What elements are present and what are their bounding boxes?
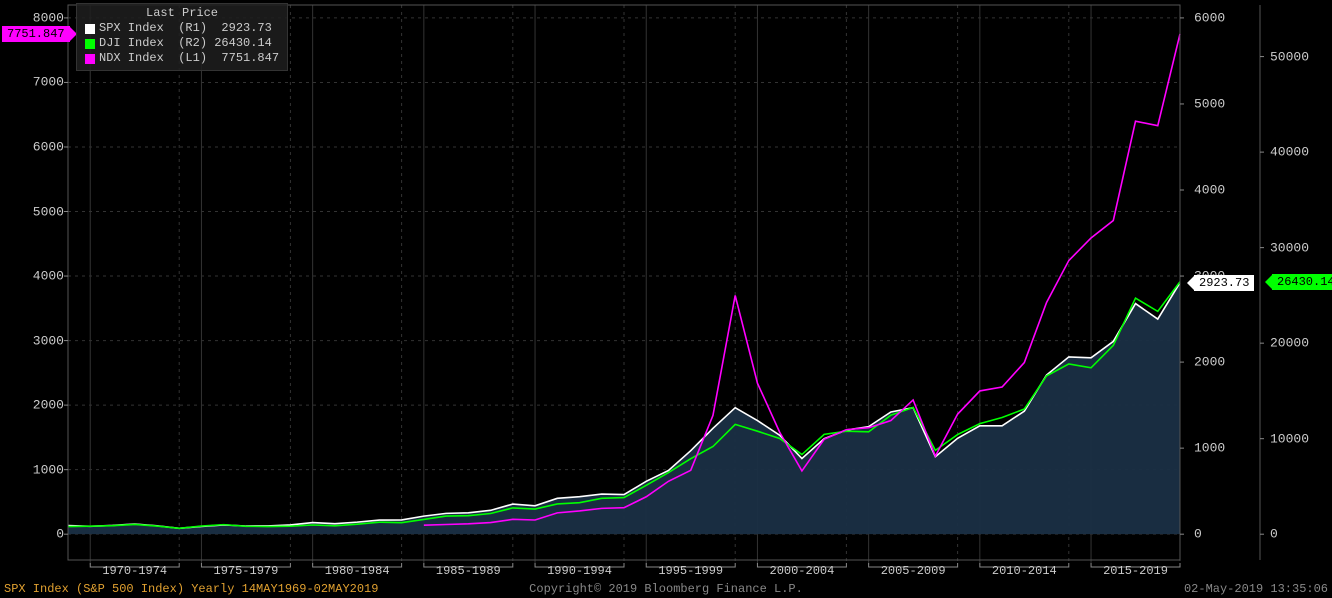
y-r2-tick: 40000: [1270, 145, 1309, 160]
legend-row-dji: DJI Index (R2) 26430.14: [85, 36, 279, 51]
y-r1-tick: 2000: [1194, 355, 1225, 370]
value-flag-dji: 26430.14: [1272, 274, 1332, 290]
legend-swatch-dji: [85, 39, 95, 49]
y-r1-tick: 0: [1194, 527, 1202, 542]
y-r2-tick: 10000: [1270, 431, 1309, 446]
legend-text-spx: SPX Index (R1) 2923.73: [99, 21, 272, 36]
legend-row-ndx: NDX Index (L1) 7751.847: [85, 51, 279, 66]
footer-center: Copyright© 2019 Bloomberg Finance L.P.: [529, 582, 803, 596]
y-left-tick: 5000: [33, 204, 64, 219]
x-tick-label: 2015-2019: [1103, 564, 1168, 578]
y-left-tick: 6000: [33, 139, 64, 154]
y-r2-tick: 0: [1270, 527, 1278, 542]
y-left-tick: 8000: [33, 10, 64, 25]
x-tick-label: 1975-1979: [214, 564, 279, 578]
legend-row-spx: SPX Index (R1) 2923.73: [85, 21, 279, 36]
x-tick-label: 1980-1984: [325, 564, 390, 578]
x-tick-label: 1990-1994: [547, 564, 612, 578]
y-left-tick: 1000: [33, 462, 64, 477]
x-tick-label: 1995-1999: [658, 564, 723, 578]
y-left-tick: 7000: [33, 75, 64, 90]
y-r2-tick: 50000: [1270, 49, 1309, 64]
y-left-tick: 0: [56, 527, 64, 542]
footer-right: 02-May-2019 13:35:06: [1184, 582, 1328, 596]
x-tick-label: 1970-1974: [102, 564, 167, 578]
legend-text-dji: DJI Index (R2) 26430.14: [99, 36, 272, 51]
value-flag-ndx: 7751.847: [2, 26, 70, 42]
legend-swatch-spx: [85, 24, 95, 34]
legend-box: Last Price SPX Index (R1) 2923.73 DJI In…: [76, 3, 288, 71]
y-r1-tick: 6000: [1194, 10, 1225, 25]
x-tick-label: 2005-2009: [881, 564, 946, 578]
legend-text-ndx: NDX Index (L1) 7751.847: [99, 51, 279, 66]
y-r1-tick: 5000: [1194, 96, 1225, 111]
y-r1-tick: 4000: [1194, 183, 1225, 198]
y-left-tick: 3000: [33, 333, 64, 348]
chart-svg: [0, 0, 1332, 598]
y-r2-tick: 20000: [1270, 336, 1309, 351]
legend-title: Last Price: [85, 6, 279, 21]
x-tick-label: 2000-2004: [770, 564, 835, 578]
footer-left: SPX Index (S&P 500 Index) Yearly 14MAY19…: [4, 582, 378, 596]
y-left-tick: 4000: [33, 269, 64, 284]
legend-swatch-ndx: [85, 54, 95, 64]
x-tick-label: 2010-2014: [992, 564, 1057, 578]
x-tick-label: 1985-1989: [436, 564, 501, 578]
chart-container: Last Price SPX Index (R1) 2923.73 DJI In…: [0, 0, 1332, 598]
y-r2-tick: 30000: [1270, 240, 1309, 255]
value-flag-spx: 2923.73: [1194, 275, 1254, 291]
y-left-tick: 2000: [33, 398, 64, 413]
y-r1-tick: 1000: [1194, 441, 1225, 456]
